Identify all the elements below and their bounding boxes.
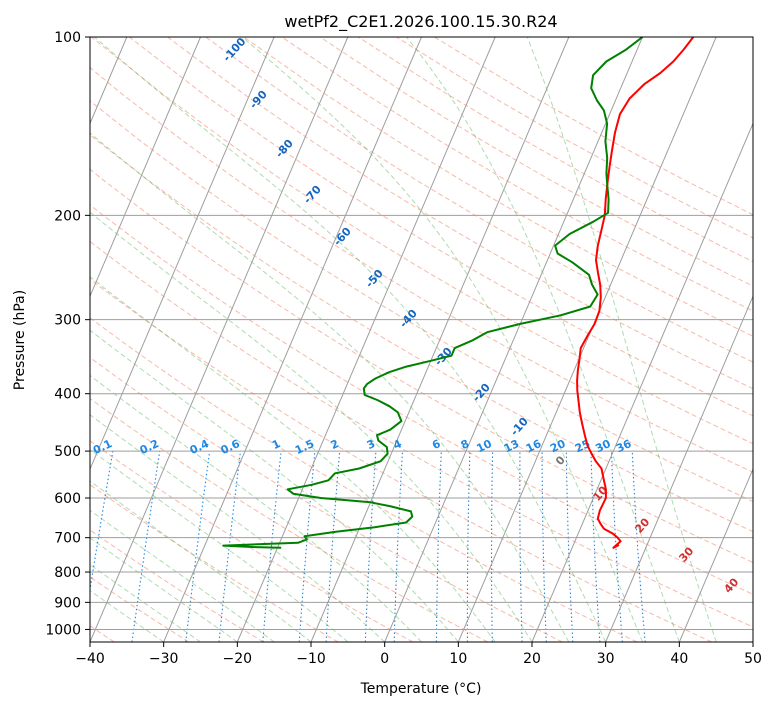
series-group (222, 37, 695, 549)
isotherm-line (457, 37, 717, 642)
x-tick-label: −30 (149, 651, 179, 667)
moist-adiabat (90, 211, 533, 642)
y-tick-label: 100 (54, 30, 81, 46)
dry-adiabat (90, 278, 712, 642)
mixing-ratio-label: 13 (502, 437, 521, 455)
moist-adiabat (406, 37, 680, 642)
mixing-ratio-line (541, 451, 547, 642)
y-tick-label: 300 (54, 313, 81, 329)
moist-adiabat (94, 37, 607, 642)
background-lines (90, 37, 753, 642)
temperature-line (576, 37, 695, 549)
dry-adiabat (90, 134, 753, 533)
x-tick-label: 0 (380, 651, 389, 667)
y-tick-label: 200 (54, 208, 81, 224)
dry-adiabat (90, 204, 753, 595)
mixing-ratio-line (325, 451, 341, 642)
isotherm-line (531, 122, 753, 642)
y-tick-label: 1000 (45, 622, 81, 638)
moist-adiabat (90, 329, 459, 642)
dry-adiabat (90, 240, 753, 628)
moist-adiabat (90, 374, 422, 642)
moist-adiabat (90, 276, 496, 642)
mixing-ratio-line (590, 451, 601, 642)
y-axis-label: Pressure (hPa) (12, 290, 28, 390)
mixing-ratio-label: 10 (475, 437, 495, 455)
x-tick-label: 10 (449, 651, 467, 667)
isotherm-line (90, 37, 275, 471)
dry-adiabat (167, 37, 753, 390)
moist-adiabat (90, 132, 570, 642)
mixing-ratio-label: 20 (548, 437, 568, 455)
isotherm-line (236, 37, 496, 642)
mixing-ratio-line (185, 451, 211, 642)
x-tick-label: −40 (75, 651, 105, 667)
y-tick-label: 800 (54, 565, 81, 581)
dry-adiabat (205, 37, 753, 363)
dry-adiabat (90, 529, 264, 642)
dry-adiabat (90, 100, 753, 503)
mixing-ratio-line (218, 451, 242, 642)
dry-adiabat (90, 317, 638, 642)
dry-adiabat (319, 37, 753, 287)
isotherm-line (384, 37, 643, 642)
x-tick-label: 20 (523, 651, 541, 667)
isotherm-line (163, 37, 422, 642)
mixing-ratio-line (519, 451, 523, 642)
mixing-ratio-line (610, 451, 623, 642)
y-tick-label: 400 (54, 387, 81, 403)
mixing-ratio-line (90, 451, 114, 594)
moist-adiabat (90, 589, 164, 642)
x-tick-label: 40 (670, 651, 688, 667)
dry-adiabat (90, 356, 563, 642)
chart-title: wetPf2_C2E1.2026.100.15.30.R24 (284, 12, 557, 32)
y-tick-label: 500 (54, 444, 81, 460)
y-tick-label: 700 (54, 531, 81, 547)
dry-adiabat (243, 37, 753, 337)
x-tick-label: 50 (744, 651, 762, 667)
grid-lines (90, 37, 753, 642)
isotherm-line (605, 295, 753, 642)
isotherm-line (90, 37, 349, 642)
mixing-ratio-line (466, 451, 471, 642)
x-tick-label: 30 (597, 651, 615, 667)
moist-adiabat (90, 448, 349, 642)
dry-adiabat (90, 484, 339, 642)
dry-adiabat (281, 37, 753, 312)
mixing-ratio-label: 36 (614, 437, 634, 455)
y-axis: 100 200 300 400 500 600 700 800 900 1000 (45, 30, 90, 638)
y-tick-label: 900 (54, 595, 81, 611)
isotherm-line (90, 37, 201, 298)
y-tick-label: 600 (54, 491, 81, 507)
x-axis: −40 −30 −20 −10 0 10 20 30 40 50 (75, 642, 762, 667)
isotherm-line (678, 467, 753, 642)
dry-adiabat (90, 397, 488, 642)
mixing-ratio-label: 30 (593, 437, 613, 455)
mixing-ratio-line (131, 451, 161, 642)
mixing-ratio-line (262, 451, 282, 642)
x-tick-label: −10 (296, 651, 326, 667)
x-tick-label: −20 (223, 651, 253, 667)
x-axis-label: Temperature (°C) (360, 681, 482, 697)
mixing-ratio-line (364, 451, 377, 642)
mixing-ratio-line (565, 451, 574, 642)
dry-adiabat (90, 66, 753, 473)
dewpoint-line (222, 37, 644, 549)
mixing-ratio-line (435, 451, 442, 642)
moist-adiabat (526, 37, 717, 642)
plot-frame (89, 36, 754, 643)
mixing-ratio-line (631, 451, 646, 642)
mixing-ratio-label: 16 (524, 437, 544, 455)
isotherm-line (310, 37, 570, 642)
mixing-ratio-line (298, 451, 316, 642)
mixing-ratio-line (490, 451, 494, 642)
